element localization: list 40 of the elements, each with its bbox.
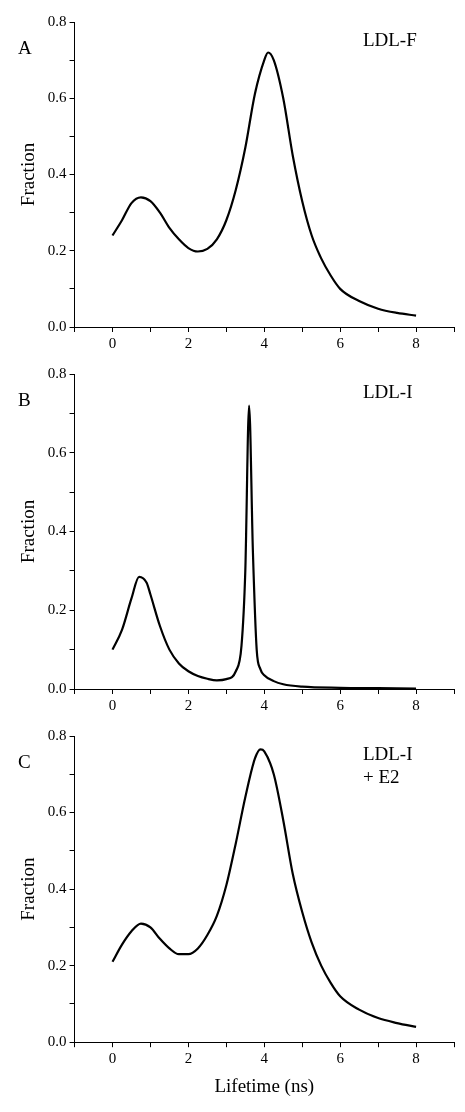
y-tick-label: 0.6 [47,443,68,460]
y-tick-label: 0.2 [47,241,67,258]
text: C [18,751,31,773]
x-tick-label: 0 [108,334,117,351]
x-tick-label: 8 [412,334,420,351]
y-tick-label: 0.8 [47,12,67,29]
x-tick-label: 2 [184,1050,193,1067]
x-tick-label: 0 [108,696,117,713]
text: B [18,389,31,411]
x-tick-label: 6 [336,696,345,713]
y-axis-title: Fraction [17,142,39,207]
y-tick-label: 0.0 [47,317,67,334]
x-tick-label: 2 [184,334,193,351]
y-tick-label: 0.4 [47,880,68,897]
x-axis-title: Lifetime (ns) [214,1074,315,1097]
y-tick-label: 0.2 [47,956,67,973]
y-tick-label: 0.2 [47,601,67,618]
y-tick-label: 0.8 [47,726,67,743]
x-tick-label: 8 [412,696,420,713]
text: A [18,37,32,59]
y-axis-title: Fraction [17,856,39,921]
y-tick-label: 0.0 [47,679,67,696]
annotation: LDL-I [362,381,413,403]
x-tick-label: 8 [412,1050,420,1067]
x-tick-label: 4 [260,696,269,713]
x-tick-label: 2 [184,696,193,713]
y-tick-label: 0.4 [47,522,68,539]
annotation: LDL-F [362,29,417,51]
x-tick-label: 4 [260,1050,269,1067]
x-tick-label: 0 [108,1050,117,1067]
x-tick-label: 4 [260,334,269,351]
y-tick-label: 0.4 [47,165,68,182]
y-tick-label: 0.0 [47,1033,67,1050]
y-tick-label: 0.8 [47,364,67,381]
annotation: LDL-I + E2 [362,743,413,788]
y-axis-title: Fraction [17,499,39,564]
x-tick-label: 6 [336,1050,345,1067]
y-tick-label: 0.6 [47,89,68,106]
x-tick-label: 6 [336,334,345,351]
y-tick-label: 0.6 [47,803,68,820]
